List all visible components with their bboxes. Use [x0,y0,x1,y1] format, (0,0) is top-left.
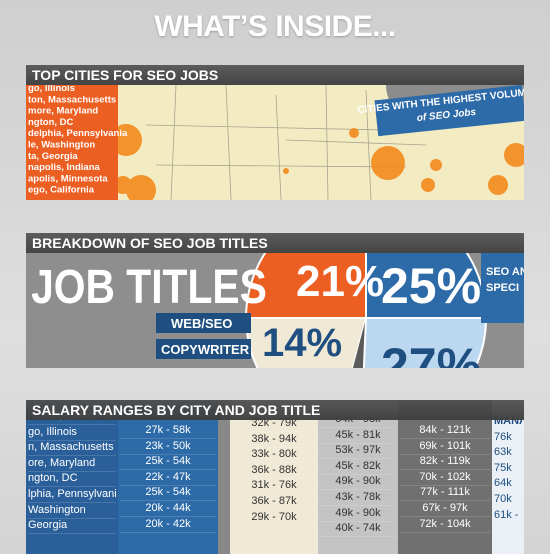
city-name: ton, Massachusetts [28,94,116,105]
percent: 25% [381,258,481,314]
table-cell: 29k - 70k [232,510,316,526]
city-name: more, Maryland [28,106,98,117]
table-cell: 69k - 101k [400,439,490,455]
job-label: COPYWRITER [161,342,250,357]
table-cell: 77k - 111k [400,485,490,502]
label-box [156,339,251,359]
table-column [230,400,318,554]
table-cell: 36k - 88k [232,463,316,479]
table-cell: lphia, Pennsylvania [28,487,116,503]
big-text: JOB TITLES [31,261,267,314]
table-cell: 72k - 104k [400,517,490,533]
percent: 21% [296,257,384,306]
section-heading: BREAKDOWN OF SEO JOB TITLES [26,233,524,253]
table-cell: 38k - 94k [232,432,316,448]
table-cell: 32k - 79k [232,416,316,432]
table-cell: 53k - 97k [320,443,396,460]
table-column [398,400,492,554]
map-panel: CITIES WITH THE HIGHEST VOLUME of SEO Jo… [26,85,524,200]
table-cell: 22k - 47k [120,470,216,486]
table-cell: 49k - 90k [320,474,396,491]
table-cell: go, Illinois [28,425,116,441]
table-cell: 75k [494,461,522,477]
table-cell: 23k - 50k [120,439,216,455]
table-cell: 33k - 80k [232,447,316,464]
table-cell: 70k [494,492,522,508]
city-name: napolis, Indiana [28,162,101,173]
job-label: WEB/SEO [171,316,232,331]
table-column [492,400,524,554]
table-cell: 40k - 74k [320,521,396,538]
page-title: WHAT’S INSIDE... [154,10,396,43]
table-cell: 20k - 44k [120,501,216,517]
table-column [318,400,398,554]
pie-graphic: SEO AN SPECI JOB TITLES WEB/SEO COPYWRIT… [26,253,524,368]
table-cell: 25k - 54k [120,454,216,471]
table-column [118,400,218,554]
city-name: ego, California [28,185,95,196]
table-cell: 67k - 97k [400,501,490,517]
side-label-bg [481,253,524,323]
section-heading: SALARY RANGES BY CITY AND JOB TITLE [26,400,524,420]
slice-gray [352,318,366,368]
city-name: apolis, Minnesota [28,173,108,184]
city-name: go, Illinois [28,85,75,94]
table-cell: 25k - 54k [120,485,216,502]
section-heading: TOP CITIES FOR SEO JOBS [26,65,524,85]
state-lines [145,85,427,200]
table-cell: 84k - 121k [400,423,490,439]
city-name: ta, Georgia [28,151,78,162]
table-cell: ngton, DC [28,471,116,488]
table-cell: 63k [494,445,522,462]
city-name: delphia, Pennsylvania [28,128,128,139]
table-cell: ore, Maryland [28,456,116,472]
table-cell: 43k - 78k [320,490,396,506]
slice-orange [244,253,367,319]
side-label: SPECI [486,282,519,294]
table-cell: 82k - 119k [400,454,490,471]
table-cell: 27k - 58k [120,423,216,439]
map: CITIES WITH THE HIGHEST VOLUME of SEO Jo… [26,85,524,200]
table-cell: 20k - 42k [120,517,216,533]
table-cell: 31k - 76k [232,478,316,495]
city-name: ngton, DC [28,117,74,128]
table-cell: 45k - 82k [320,459,396,475]
banner [374,85,524,137]
table-cell: Washington [28,503,116,519]
table-cell: 70k - 102k [400,470,490,486]
label-box [156,313,251,333]
city-name: le, Washington [28,140,95,151]
table-column [26,400,118,554]
slice-lightblue [362,317,488,368]
percent: 27% [381,338,481,368]
city-list-bg [26,85,118,200]
percent: 14% [262,321,342,365]
table-cell: 49k - 90k [320,506,396,522]
table-cell: 45k - 81k [320,428,396,444]
titles-panel: SEO AN SPECI JOB TITLES WEB/SEO COPYWRIT… [26,253,524,368]
side-label: SEO AN [486,266,524,278]
table-cell: Georgia [28,518,116,535]
table-cell: 64k [494,476,522,493]
table-cell: 76k [494,430,522,446]
table-cell: 36k - 87k [232,494,316,510]
table-cell: n, Massachusetts [28,440,116,457]
table-cell: 61k - 8 [494,508,522,524]
